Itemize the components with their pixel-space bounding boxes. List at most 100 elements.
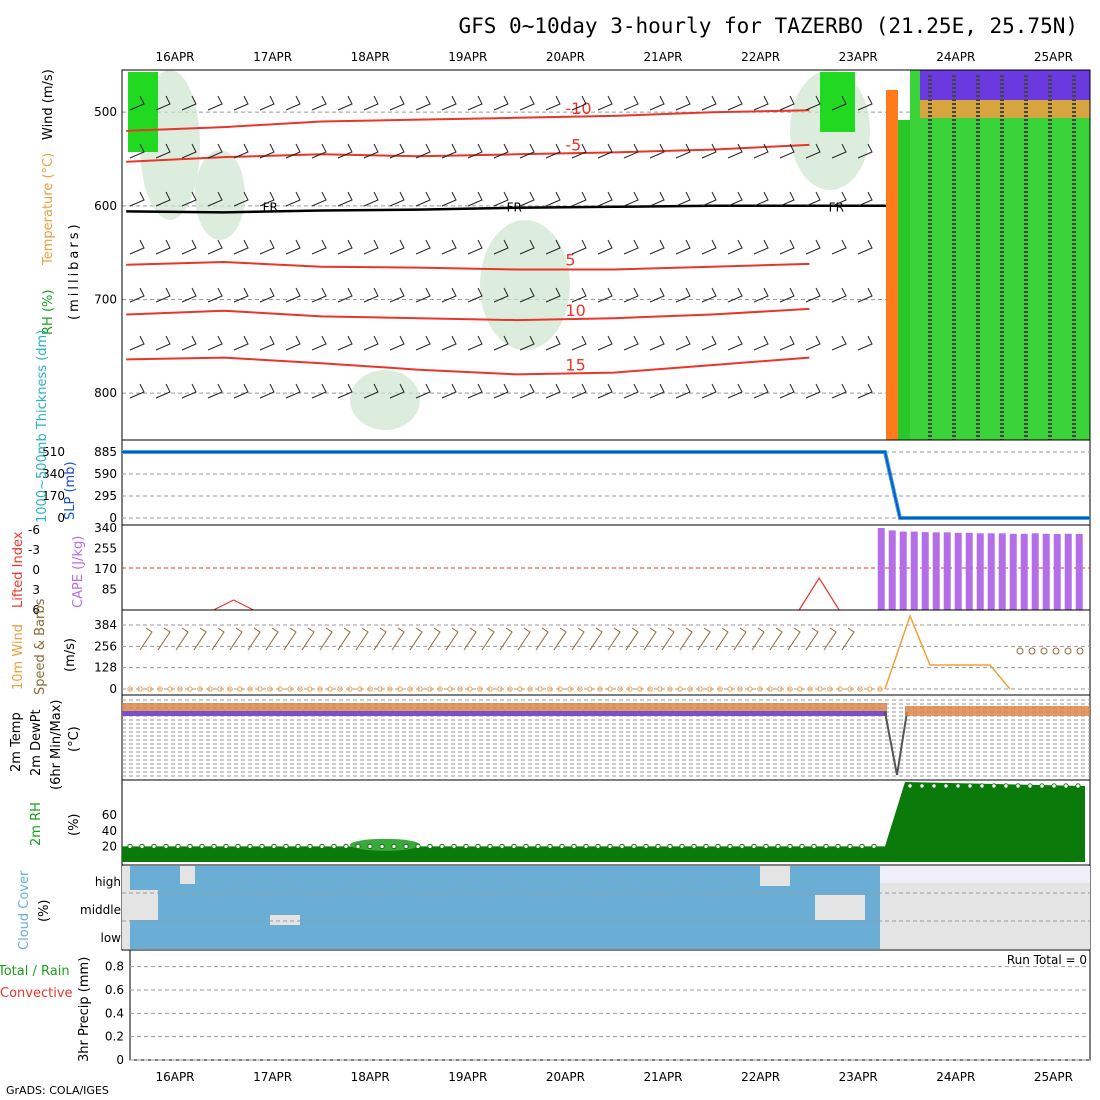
rh2m-point	[463, 843, 469, 850]
rh2m-point	[655, 843, 661, 850]
wind-barb	[675, 335, 691, 351]
wind-barb	[363, 287, 379, 303]
wind-barb	[155, 239, 171, 255]
wind10m-barb	[823, 627, 837, 651]
wind-barb	[259, 191, 275, 207]
isotherm-line	[126, 356, 810, 376]
cape-bar	[965, 532, 973, 610]
rh2m-point	[271, 843, 277, 850]
wind-barb	[467, 191, 483, 207]
wind-barb	[155, 287, 171, 303]
wind-barb	[597, 95, 613, 111]
rh2m-point	[811, 843, 817, 850]
rh2m-point	[763, 843, 769, 850]
isotherm-line	[126, 143, 810, 163]
rh2m-point	[1003, 783, 1009, 789]
cloud-gap	[180, 866, 195, 884]
wind10m-barb	[643, 627, 657, 651]
precip-tick-label: 0.8	[105, 960, 124, 974]
precip-convective-label: Convective	[0, 986, 73, 1001]
wind-barb	[545, 383, 561, 399]
wind-speed-point	[257, 686, 263, 692]
rh2m-point	[307, 843, 313, 850]
wind-speed-point	[527, 686, 533, 692]
wind-speed-point	[137, 686, 143, 692]
wind-barb	[753, 335, 769, 351]
thickness-tick-label: 510	[42, 445, 65, 459]
wind10m-barb	[751, 627, 765, 651]
rh2m-point	[1027, 783, 1033, 789]
wind-barb	[597, 143, 613, 159]
precip-axis-label: 3hr Precip (mm)	[77, 957, 92, 1062]
wind-speed-point	[667, 686, 673, 692]
wind-barb	[389, 191, 405, 207]
top-date-label: 18APR	[351, 50, 390, 64]
cloud-level-low: low	[101, 931, 122, 945]
wind-barb	[233, 383, 249, 399]
rh2m-point	[403, 843, 409, 850]
wind-speed-point	[567, 686, 573, 692]
isotherm-label: 5	[565, 251, 575, 270]
rh2m-point	[583, 843, 589, 850]
calm-wind-marker	[1076, 647, 1084, 655]
wind-barb	[727, 287, 743, 303]
stability-y-ticks: 340 255 170 85 -6 -3 0 3 6	[28, 521, 117, 617]
wind-barb	[441, 191, 457, 207]
thickness-axis-label: 1000~500mb Thickness (dm)	[35, 330, 50, 523]
bottom-date-label: 18APR	[351, 1070, 390, 1084]
wind10m-barb	[607, 627, 621, 651]
precip-panel: 0.8 0.6 0.4 0.2 0 Run Total = 0 Total / Rain…	[0, 949, 1091, 1067]
wind-barb	[623, 335, 639, 351]
wind-barb	[493, 95, 509, 111]
rh2m-point	[511, 843, 517, 850]
wind-barb	[571, 95, 587, 111]
cape-bar	[910, 531, 918, 610]
wind-barb	[805, 191, 821, 207]
run-total-text: Run Total = 0	[1007, 953, 1087, 967]
wind-speed-point	[407, 686, 413, 692]
isotherm-line	[126, 109, 810, 132]
cape-bar	[998, 533, 1006, 610]
wind10m-barb	[409, 627, 423, 651]
cloud-cover-area	[130, 866, 880, 949]
wind-barb	[597, 239, 613, 255]
wind-speed-point	[617, 686, 623, 692]
wind10m-barb	[139, 627, 153, 651]
rh2m-point	[703, 843, 709, 850]
top-date-label: 16APR	[155, 50, 194, 64]
wind-speed-point	[647, 686, 653, 692]
wind-barb	[675, 191, 691, 207]
wind-barb	[181, 239, 197, 255]
wind-barb	[779, 335, 795, 351]
wind-barb	[259, 383, 275, 399]
rh2m-point	[211, 843, 217, 850]
wind-barb	[623, 95, 639, 111]
bottom-date-label: 22APR	[741, 1070, 780, 1084]
wind-speed-point	[457, 686, 463, 692]
rh2m-point	[799, 843, 805, 850]
top-date-label: 22APR	[741, 50, 780, 64]
wind-barb	[753, 95, 769, 111]
isotherm-label: 10	[565, 301, 585, 320]
rh2m-units-label: (%)	[67, 814, 82, 837]
cloud-panel: high middle low Cloud Cover (%)	[17, 864, 1091, 951]
wind-barb	[857, 239, 873, 255]
wind-barb	[779, 287, 795, 303]
lifted-index-axis-label: Lifted Index	[11, 531, 26, 608]
wind-barb	[389, 143, 405, 159]
wind-barb	[649, 239, 665, 255]
wind-barb	[805, 143, 821, 159]
slp-tick-label: 0	[109, 511, 117, 525]
wind-barb	[701, 335, 717, 351]
rh2m-point	[223, 843, 229, 850]
wind-speed-point	[397, 686, 403, 692]
wind-barb	[493, 335, 509, 351]
wind-barb	[467, 335, 483, 351]
wind-barb	[649, 143, 665, 159]
pressure-tick-label: 500	[94, 105, 117, 119]
wind10m-barb	[517, 627, 531, 651]
wind-barb	[857, 287, 873, 303]
wind-barb	[545, 287, 561, 303]
